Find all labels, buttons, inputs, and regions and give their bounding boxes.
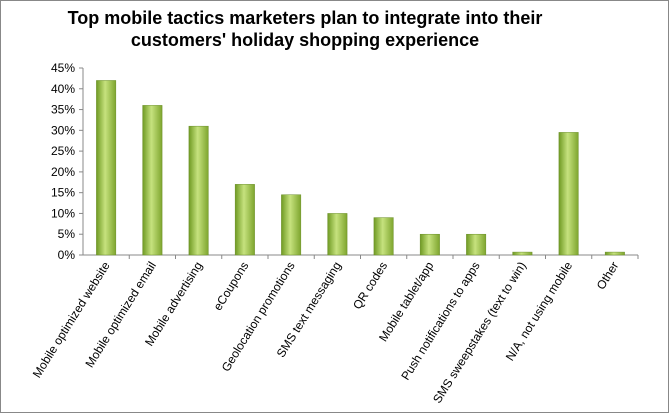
- y-tick-label: 0%: [58, 248, 76, 262]
- bar: [96, 80, 117, 256]
- y-tick-label: 25%: [51, 144, 75, 158]
- bar: [419, 233, 440, 256]
- chart-title: Top mobile tactics marketers plan to int…: [68, 8, 543, 28]
- y-tick-label: 10%: [51, 206, 75, 220]
- bar: [558, 132, 579, 256]
- bar: [512, 251, 533, 256]
- bar: [604, 251, 625, 256]
- bar: [466, 233, 487, 256]
- y-tick-label: 35%: [51, 103, 75, 117]
- y-tick-label: 40%: [51, 82, 75, 96]
- y-tick-label: 45%: [51, 61, 75, 75]
- y-tick-label: 15%: [51, 186, 75, 200]
- y-tick-label: 20%: [51, 165, 75, 179]
- bar: [281, 194, 302, 256]
- y-tick-label: 5%: [58, 227, 76, 241]
- bar: [188, 125, 209, 256]
- bar: [373, 217, 394, 256]
- bar: [234, 184, 255, 256]
- y-tick-label: 30%: [51, 123, 75, 137]
- bar: [142, 105, 163, 256]
- chart-title: customers' holiday shopping experience: [131, 30, 479, 50]
- bar: [327, 213, 348, 256]
